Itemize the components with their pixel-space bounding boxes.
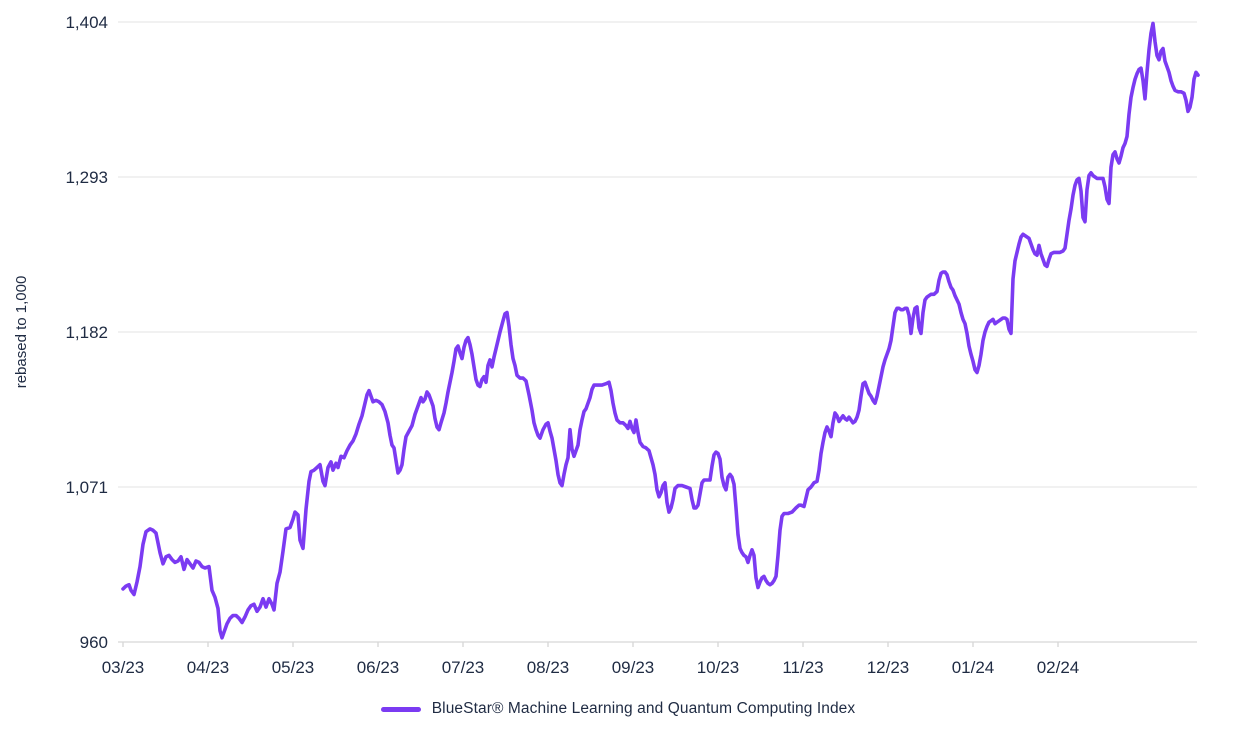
x-tick-label: 02/24	[1037, 658, 1080, 677]
y-tick-label: 1,404	[65, 13, 108, 32]
x-tick-label: 04/23	[187, 658, 230, 677]
y-tick-label: 1,071	[65, 478, 108, 497]
x-tick-label: 09/23	[612, 658, 655, 677]
x-tick-label: 07/23	[442, 658, 485, 677]
x-tick-label: 05/23	[272, 658, 315, 677]
x-tick-label: 10/23	[697, 658, 740, 677]
y-tick-label: 960	[80, 633, 108, 652]
x-tick-label: 08/23	[527, 658, 570, 677]
x-tick-label: 12/23	[867, 658, 910, 677]
y-tick-label: 1,182	[65, 323, 108, 342]
x-tick-label: 03/23	[102, 658, 145, 677]
index-line	[121, 21, 1200, 640]
y-axis-title: rebased to 1,000	[13, 276, 30, 389]
y-tick-label: 1,293	[65, 168, 108, 187]
x-tick-label: 01/24	[952, 658, 995, 677]
x-tick-label: 11/23	[782, 658, 823, 677]
legend-label: BlueStar® Machine Learning and Quantum C…	[431, 700, 856, 717]
legend: BlueStar® Machine Learning and Quantum C…	[0, 700, 1236, 718]
legend-line-swatch	[380, 706, 421, 712]
x-tick-label: 06/23	[357, 658, 400, 677]
